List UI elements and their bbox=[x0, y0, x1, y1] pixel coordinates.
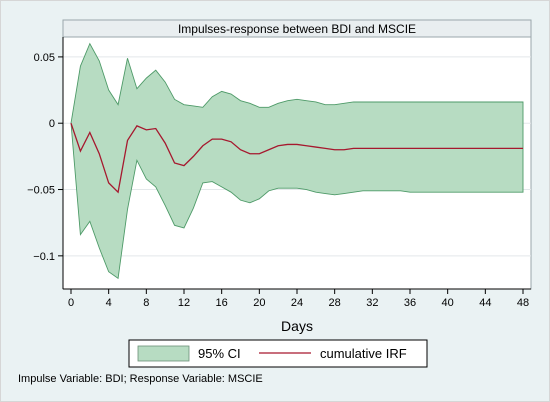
x-ticks: 0 4 8 12 16 20 24 28 32 36 40 44 48 bbox=[68, 289, 529, 309]
legend-swatch-ci bbox=[137, 345, 190, 362]
x-tick-label: 36 bbox=[404, 297, 416, 309]
x-tick-label: 20 bbox=[253, 297, 265, 309]
x-tick-label: 28 bbox=[329, 297, 341, 309]
x-tick-label: 8 bbox=[143, 297, 149, 309]
legend-label-irf: cumulative IRF bbox=[320, 346, 407, 361]
x-tick-label: 0 bbox=[68, 297, 74, 309]
legend-label-ci: 95% CI bbox=[198, 346, 241, 361]
irf-line bbox=[70, 123, 523, 194]
x-tick-label: 48 bbox=[517, 297, 529, 309]
x-tick-label: 24 bbox=[291, 297, 303, 309]
ci-band-layer bbox=[70, 42, 524, 280]
x-tick-label: 4 bbox=[106, 297, 112, 309]
y-tick-label: −0.1 bbox=[33, 251, 55, 263]
variable-note: Impulse Variable: BDI; Response Variable… bbox=[18, 373, 263, 385]
irf-line-layer bbox=[70, 123, 523, 194]
y-tick-label: −0.05 bbox=[27, 185, 55, 197]
x-tick-label: 16 bbox=[216, 297, 228, 309]
x-tick-label: 32 bbox=[366, 297, 378, 309]
y-tick-label: 0.05 bbox=[34, 52, 55, 64]
ci-band bbox=[70, 42, 524, 280]
x-tick-label: 12 bbox=[178, 297, 190, 309]
y-tick-label: 0 bbox=[49, 118, 55, 130]
x-tick-label: 44 bbox=[479, 297, 491, 309]
chart-title: Impulses-response between BDI and MSCIE bbox=[178, 22, 416, 36]
x-tick-label: 40 bbox=[442, 297, 454, 309]
x-axis-label: Days bbox=[281, 318, 313, 334]
y-ticks: 0.05 0 −0.05 −0.1 bbox=[27, 52, 63, 263]
